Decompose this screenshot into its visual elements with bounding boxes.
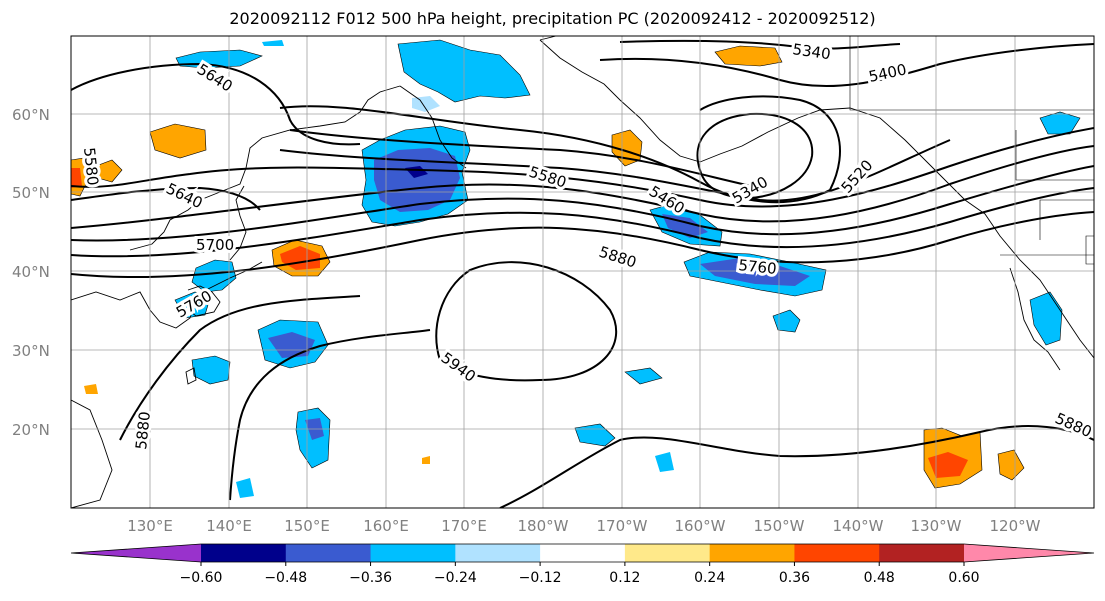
precip-blob <box>422 456 430 464</box>
precip-blob <box>71 168 82 188</box>
coastline <box>699 107 1094 359</box>
coastline <box>71 399 113 508</box>
contour-5880-south <box>119 295 361 441</box>
colorbar-tick-label: 0.24 <box>694 570 725 586</box>
contour-5580 <box>71 127 1094 208</box>
colorbar-segment <box>455 544 541 562</box>
contour-5880-southeast <box>499 425 1094 508</box>
lon-label: 120°W <box>990 517 1041 535</box>
contour-5340-north <box>619 39 901 50</box>
lat-label: 50°N <box>12 184 50 202</box>
contour-5700 <box>71 165 1094 242</box>
colorbar: −0.60 −0.48 −0.36 −0.24 −0.12 0.12 0.24 0.36 0.4… <box>70 543 1095 586</box>
lon-label: 140°E <box>206 517 252 535</box>
lon-label: 150°E <box>284 517 330 535</box>
lon-label: 130°W <box>911 517 962 535</box>
border-line <box>849 36 1094 111</box>
precip-blob <box>1029 291 1063 346</box>
colorbar-segment <box>285 544 372 562</box>
contour-5460 <box>289 129 761 189</box>
coastline <box>185 285 221 317</box>
precip-blob <box>624 367 663 385</box>
colorbar-tick-label: 0.36 <box>779 570 810 586</box>
precip-blob <box>574 423 616 447</box>
lat-axis: 60°N 50°N 40°N 30°N 20°N <box>12 106 50 439</box>
map-title: 2020092112 F012 500 hPa height, precipit… <box>229 9 876 28</box>
border-line <box>1085 235 1094 265</box>
precip-blob <box>374 148 460 212</box>
colorbar-tick-label: 0.60 <box>948 570 979 586</box>
precip-blob <box>236 478 254 498</box>
precip-blob <box>191 355 231 385</box>
colorbar-tick-label: −0.24 <box>434 570 477 586</box>
contour-5880 <box>71 211 1094 279</box>
colorbar-tick-label: −0.60 <box>180 570 223 586</box>
colorbar-segment <box>964 544 1094 562</box>
lat-label: 20°N <box>12 421 50 439</box>
map-frame <box>70 35 1095 509</box>
lon-label: 170°W <box>597 517 648 535</box>
lon-label: 150°W <box>754 517 805 535</box>
colorbar-segment <box>624 544 711 562</box>
colorbar-tick-label: 0.12 <box>609 570 640 586</box>
precip-blob <box>95 159 123 183</box>
contour-label: 5700 <box>196 236 234 254</box>
colorbar-tick-label: −0.48 <box>264 570 307 586</box>
colorbar-segment <box>794 544 880 562</box>
precip-blob <box>1039 111 1081 135</box>
height-contours <box>71 39 1094 508</box>
precip-blob <box>412 96 440 112</box>
lon-label: 130°E <box>127 517 173 535</box>
precip-blob <box>655 452 674 472</box>
contour-5880-south2 <box>229 329 431 501</box>
precip-blob <box>928 452 968 478</box>
lon-label: 170°E <box>441 517 487 535</box>
colorbar-tick-label: −0.36 <box>349 570 392 586</box>
contour-5400 <box>279 95 841 204</box>
precip-blob <box>700 258 810 286</box>
precip-blob <box>262 40 284 46</box>
precip-blob <box>174 291 211 319</box>
lat-label: 30°N <box>12 342 50 360</box>
contour-5520 <box>279 139 951 202</box>
precip-blob <box>772 309 801 333</box>
coastline <box>539 39 701 163</box>
borders <box>849 36 1094 265</box>
colorbar-segment <box>71 544 201 562</box>
colorbar-segment <box>201 544 287 562</box>
lat-label: 60°N <box>12 106 50 124</box>
colorbar-segment <box>879 544 965 562</box>
contour-5640 <box>71 145 1094 229</box>
precip-blob <box>149 123 207 159</box>
contour-5640-west <box>71 62 361 146</box>
colorbar-tick-label: −0.12 <box>519 570 562 586</box>
colorbar-segment <box>709 544 795 562</box>
graticule <box>71 36 1094 508</box>
lon-axis: 130°E 140°E 150°E 160°E 170°E 180°W 170°… <box>127 517 1040 535</box>
precip-blob <box>714 45 783 67</box>
contour-5760 <box>71 187 1094 258</box>
precip-blob <box>84 384 98 394</box>
colorbar-segment <box>370 544 456 562</box>
contour-5940 <box>435 261 618 382</box>
coastline <box>1009 267 1061 371</box>
coastline <box>229 185 247 261</box>
colorbar-segment <box>540 544 626 562</box>
coastline <box>71 261 263 329</box>
border-line <box>1039 199 1094 240</box>
coastline <box>399 85 467 169</box>
lat-label: 40°N <box>12 263 50 281</box>
lon-label: 140°W <box>833 517 884 535</box>
lon-label: 160°E <box>363 517 409 535</box>
coastline <box>185 367 197 385</box>
contour-5400-north <box>599 43 1094 88</box>
precip-blob <box>997 449 1025 481</box>
contour-5340 <box>696 112 814 200</box>
lon-label: 160°W <box>675 517 726 535</box>
colorbar-tick-label: 0.48 <box>864 570 895 586</box>
contour-5640-west2 <box>71 186 261 211</box>
lon-label: 180°W <box>518 517 569 535</box>
